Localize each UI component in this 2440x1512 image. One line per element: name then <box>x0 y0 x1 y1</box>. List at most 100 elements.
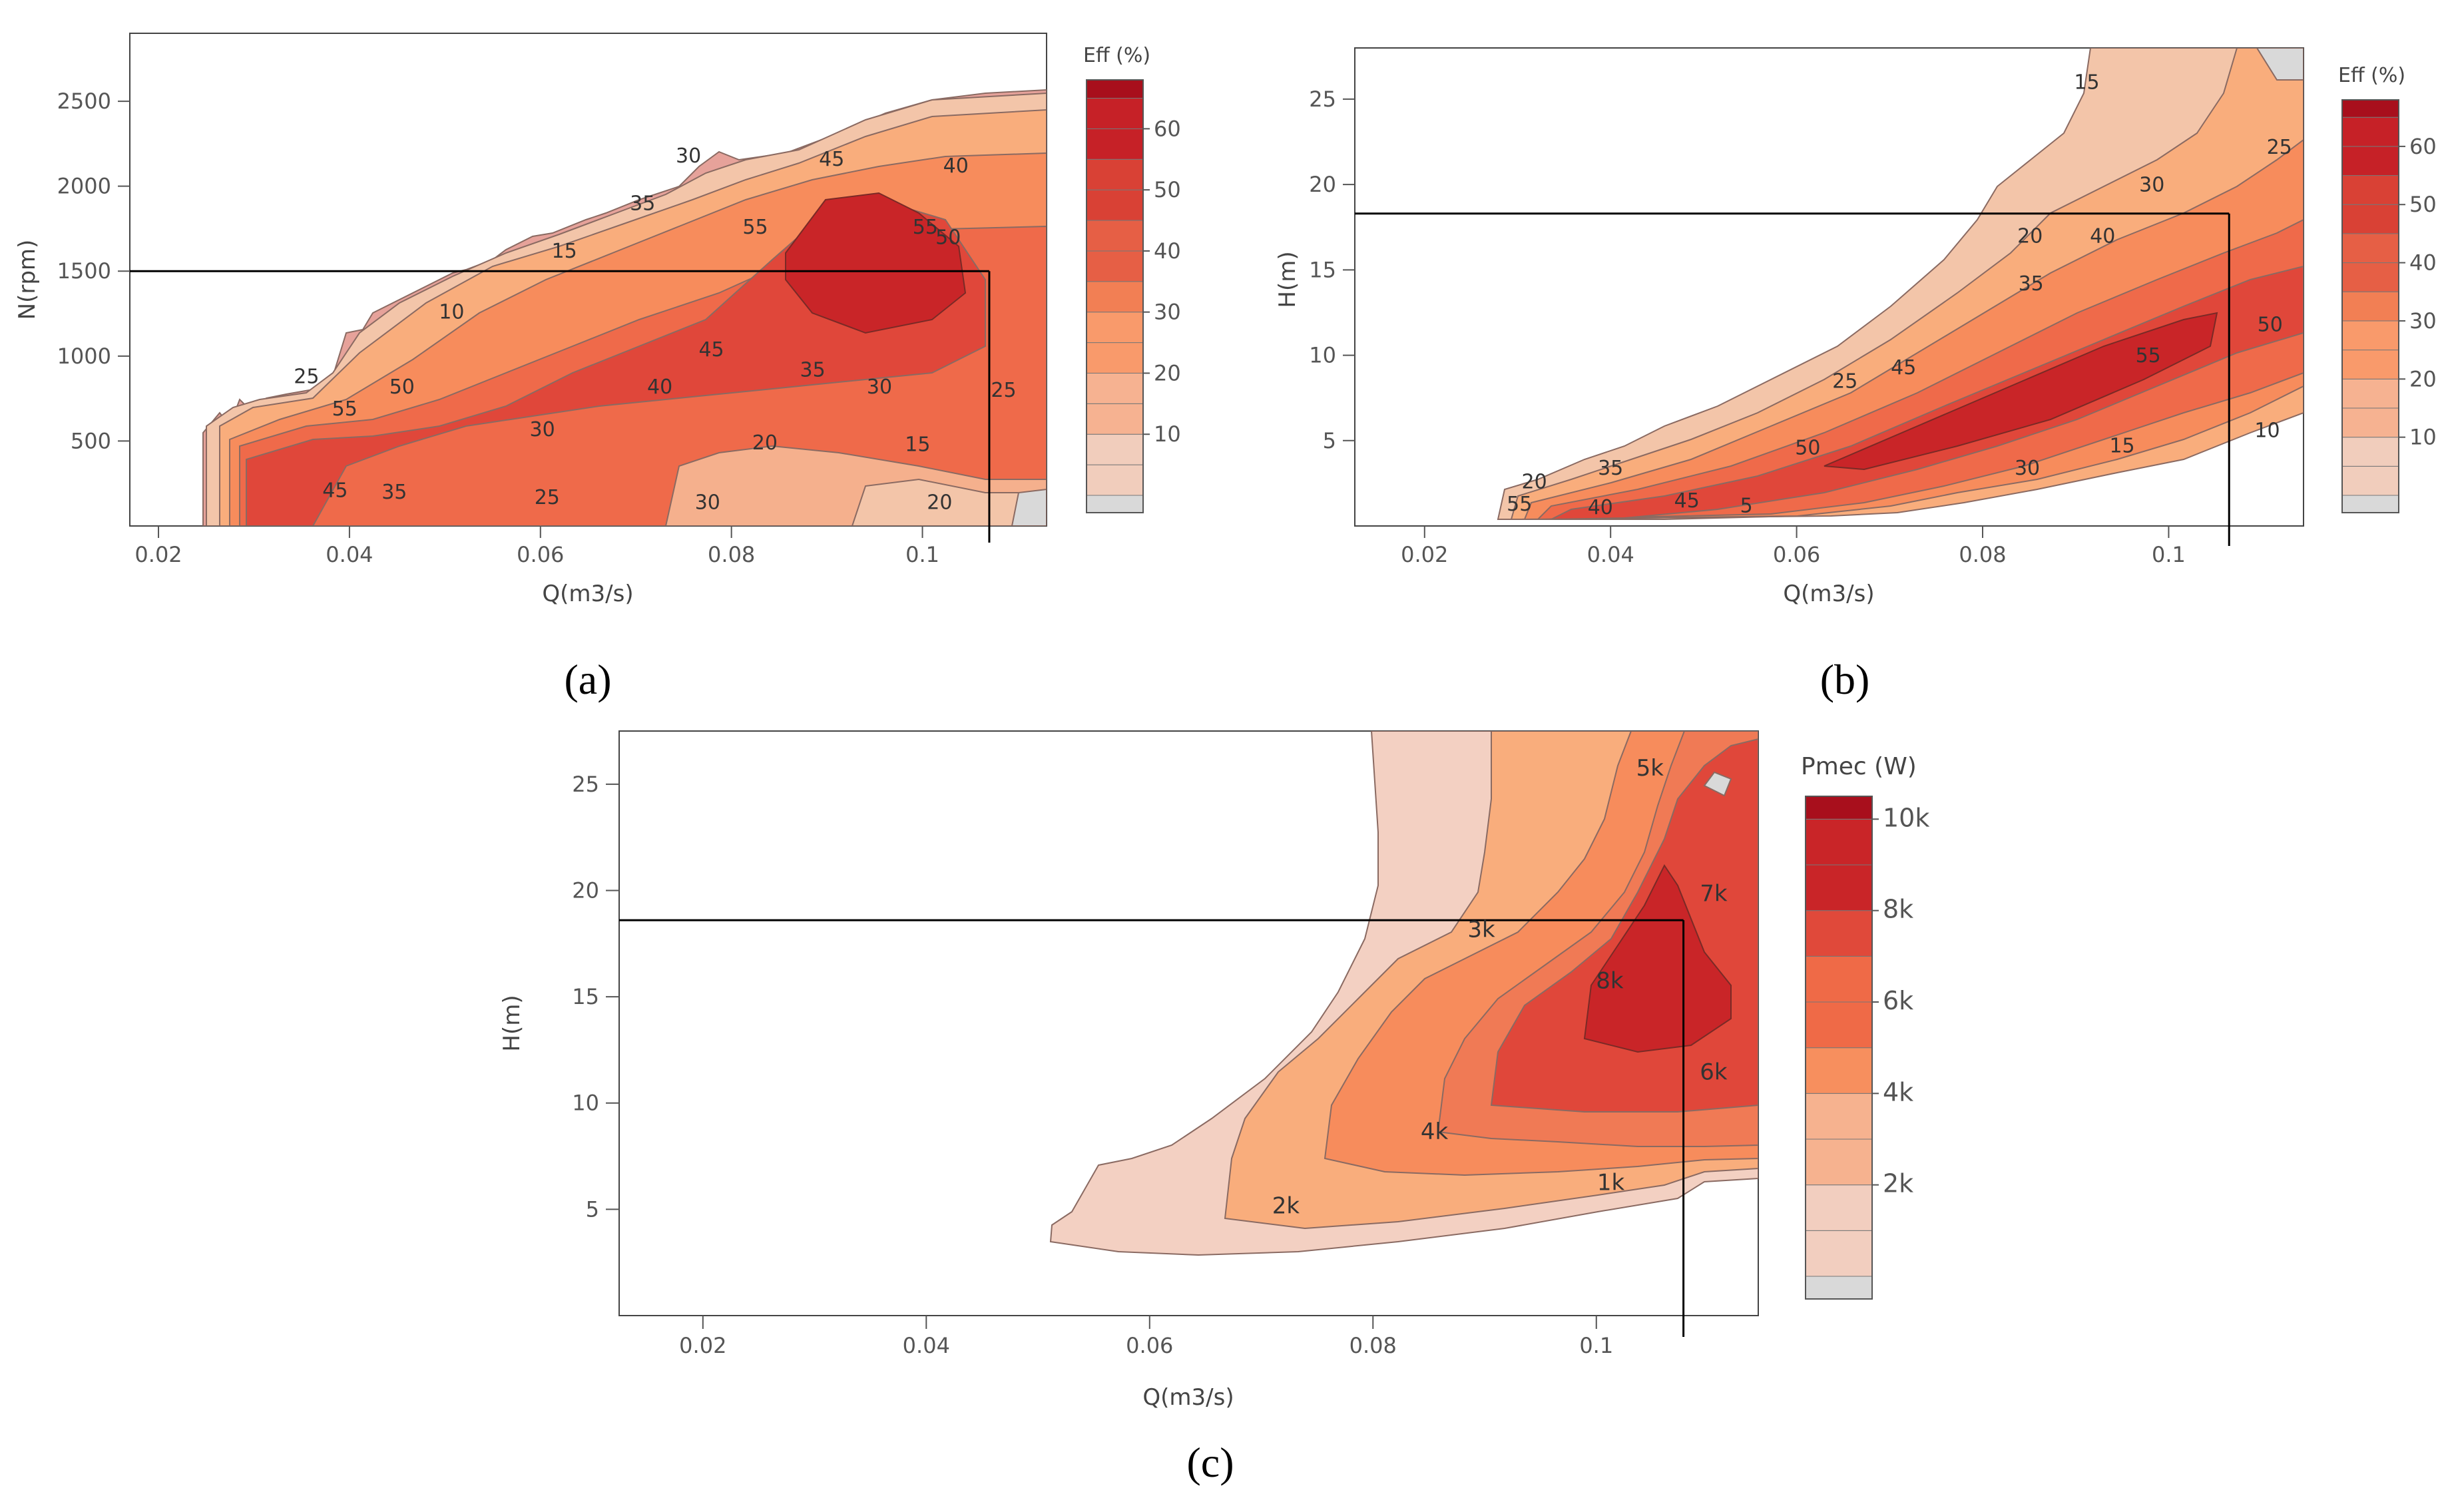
colorbar-band <box>1805 864 1873 911</box>
contour-label: 8k <box>1596 967 1624 994</box>
panel-c: 5k 7k 3k 8k 6k 4k 1k 2k 0.02 0.04 0.06 0.08 0.1 5 10… <box>499 730 1929 1486</box>
contour-label: 15 <box>2109 435 2134 458</box>
contour-label: 55 <box>1507 493 1532 516</box>
contour-label: 50 <box>389 376 415 399</box>
colorbar-band <box>1086 189 1144 221</box>
contour-label: 40 <box>2090 224 2115 248</box>
y-axis-title-b: H(m) <box>1274 251 1301 308</box>
colorbar-band <box>1086 433 1144 465</box>
contour-label: 45 <box>1891 356 1916 379</box>
y-tick-label: 2000 <box>57 174 111 199</box>
contour-fill-b <box>1497 48 2304 521</box>
y-tick-label: 2500 <box>57 89 111 114</box>
x-tick-label: 0.02 <box>1401 542 1448 567</box>
x-tick-label: 0.1 <box>2152 542 2186 567</box>
contour-label: 30 <box>2015 457 2040 480</box>
panel-caption-a: (a) <box>564 656 611 703</box>
contour-label: 40 <box>647 376 672 399</box>
colorbar-label: 50 <box>2409 192 2437 217</box>
colorbar-label: 20 <box>2409 366 2437 391</box>
contour-label: 35 <box>381 481 407 504</box>
colorbar-band <box>1805 1093 1873 1140</box>
contour-label: 25 <box>991 379 1016 402</box>
y-axis-ticks-a: 500 1000 1500 2000 2500 <box>57 89 130 453</box>
colorbar-band <box>1086 312 1144 344</box>
operating-point-lines-a <box>130 270 991 543</box>
y-tick-label: 5 <box>586 1196 599 1222</box>
x-tick-label: 0.02 <box>134 542 182 567</box>
contour-label: 25 <box>535 486 560 509</box>
colorbar-underflow-swatch <box>1805 1276 1873 1300</box>
x-tick-label: 0.02 <box>679 1333 726 1358</box>
x-tick-label: 0.08 <box>708 542 755 567</box>
contour-label: 55 <box>2136 344 2161 368</box>
x-tick-label: 0.06 <box>1126 1333 1173 1358</box>
contour-label: 30 <box>867 376 892 399</box>
x-tick-label: 0.08 <box>1349 1333 1397 1358</box>
contour-label: 20 <box>1522 471 1547 494</box>
colorbar-underflow-swatch <box>1086 495 1144 513</box>
contour-label: 35 <box>630 192 655 215</box>
y-tick-label: 25 <box>572 772 599 797</box>
colorbar-label: 20 <box>1154 360 1181 385</box>
contour-label: 20 <box>927 491 952 514</box>
contour-label: 15 <box>552 240 577 263</box>
panel-caption-c: (c) <box>1186 1439 1234 1486</box>
contour-label: 15 <box>2074 71 2099 95</box>
colorbar-band <box>2341 320 2399 351</box>
x-axis-title-a: Q(m3/s) <box>542 581 633 607</box>
colorbar-band <box>1086 79 1144 99</box>
colorbar-band <box>2341 291 2399 322</box>
colorbar-label: 50 <box>1154 177 1181 202</box>
colorbar-band <box>1805 1001 1873 1049</box>
contour-label: 50 <box>935 226 961 249</box>
x-axis-title-b: Q(m3/s) <box>1783 581 1874 607</box>
x-tick-label: 0.04 <box>326 542 373 567</box>
contour-label: 20 <box>2017 224 2043 248</box>
colorbar-band <box>2341 465 2399 496</box>
colorbar-band <box>1086 281 1144 313</box>
x-axis-title-c: Q(m3/s) <box>1142 1384 1234 1411</box>
colorbar-label: 10 <box>1154 421 1181 447</box>
y-tick-label: 25 <box>1309 87 1336 112</box>
y-tick-label: 10 <box>572 1091 599 1116</box>
colorbar-band <box>2341 175 2399 205</box>
contour-label: 15 <box>905 433 930 457</box>
colorbar-band <box>1086 464 1144 496</box>
colorbar-title-b: Eff (%) <box>2338 64 2405 87</box>
colorbar-band <box>1805 1138 1873 1186</box>
colorbar-band <box>1805 1184 1873 1231</box>
contour-label: 55 <box>742 216 768 239</box>
colorbar-label: 4k <box>1883 1077 1913 1107</box>
contour-label: 40 <box>943 154 969 178</box>
contour-label: 45 <box>819 148 844 171</box>
contour-label: 6k <box>1700 1059 1728 1086</box>
colorbar-band <box>2341 204 2399 234</box>
contour-label: 7k <box>1700 880 1728 907</box>
colorbar-label: 10k <box>1883 803 1929 832</box>
contour-label: 25 <box>2267 136 2292 159</box>
contour-label: 30 <box>530 418 555 441</box>
y-tick-label: 15 <box>572 984 599 1009</box>
contour-label: 3k <box>1467 917 1495 943</box>
colorbar-band <box>2341 99 2399 118</box>
contour-label: 25 <box>294 366 319 389</box>
colorbar-outline <box>2341 99 2399 513</box>
colorbar-label: 2k <box>1883 1169 1913 1198</box>
contour-label: 35 <box>2019 272 2044 296</box>
contour-label: 5k <box>1636 755 1664 782</box>
colorbar-label: 40 <box>1154 238 1181 264</box>
contour-label: 30 <box>676 144 701 168</box>
contour-label: 55 <box>913 216 938 239</box>
colorbar-band <box>1086 403 1144 435</box>
y-axis-ticks-c: 5 10 15 20 25 <box>572 772 619 1222</box>
contour-label: 45 <box>698 338 724 362</box>
contour-label: 45 <box>1674 489 1700 513</box>
contour-labels-c: 5k 7k 3k 8k 6k 4k 1k 2k <box>1272 755 1728 1220</box>
colorbar-band <box>1086 342 1144 374</box>
colorbar-band <box>2341 146 2399 176</box>
contour-label: 10 <box>2254 419 2280 443</box>
colorbar-band <box>2341 407 2399 438</box>
contour-label: 50 <box>1795 436 1820 459</box>
